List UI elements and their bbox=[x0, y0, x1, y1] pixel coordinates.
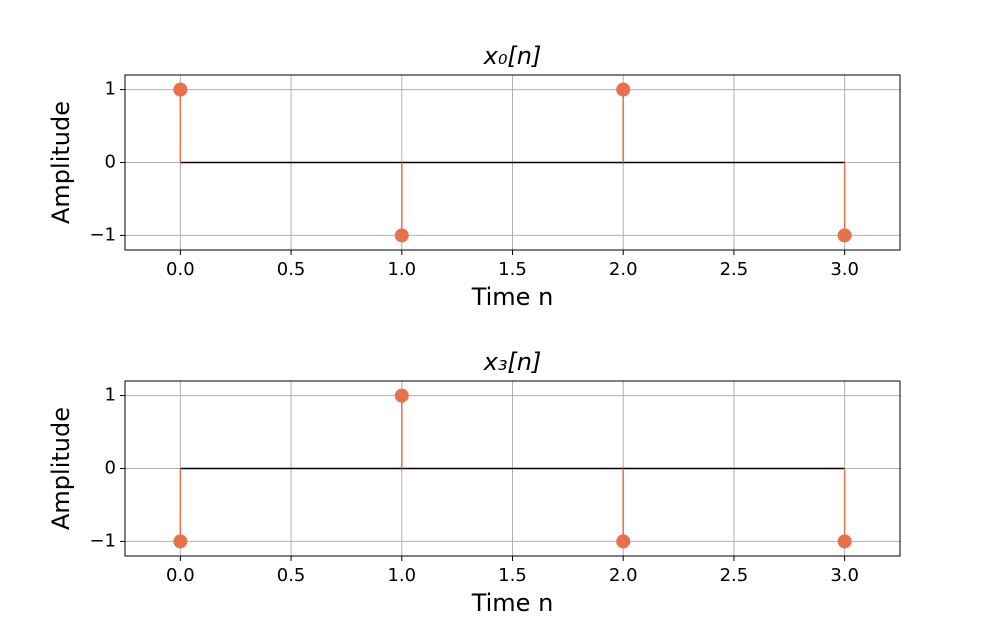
y-tick-label: 0 bbox=[105, 458, 116, 479]
stem-marker bbox=[616, 82, 631, 97]
x-tick-label: 2.0 bbox=[609, 259, 638, 280]
stem-marker bbox=[616, 534, 631, 549]
stem-marker bbox=[837, 228, 852, 243]
x-axis-label: Time n bbox=[471, 589, 554, 617]
stem-marker bbox=[394, 388, 409, 403]
chart-title: x₃[n] bbox=[483, 348, 542, 376]
y-tick-label: 1 bbox=[105, 79, 116, 100]
y-tick-label: −1 bbox=[89, 530, 116, 551]
y-axis-label: Amplitude bbox=[47, 407, 75, 530]
stem-marker bbox=[173, 534, 188, 549]
x-tick-label: 1.0 bbox=[387, 565, 416, 586]
x-tick-label: 3.0 bbox=[830, 259, 859, 280]
axes-frame bbox=[124, 74, 901, 251]
x-tick-label: 0.5 bbox=[277, 259, 306, 280]
stem-marker bbox=[394, 228, 409, 243]
x-tick-label: 2.0 bbox=[609, 565, 638, 586]
x-tick-label: 1.0 bbox=[387, 259, 416, 280]
y-tick-label: −1 bbox=[89, 224, 116, 245]
x-tick-label: 0.0 bbox=[166, 259, 195, 280]
y-axis-label: Amplitude bbox=[47, 101, 75, 224]
x-tick-label: 0.0 bbox=[166, 565, 195, 586]
y-tick-label: 1 bbox=[105, 385, 116, 406]
x-tick-label: 3.0 bbox=[830, 565, 859, 586]
axes: 0.0 0.5 1.0 1.5 2.0 2.5 3.0 −1 0 1 x₀[n] Time n Ampl… bbox=[47, 42, 901, 311]
axes-frame bbox=[124, 380, 901, 557]
chart-title: x₀[n] bbox=[483, 42, 542, 70]
x-axis-label: Time n bbox=[471, 283, 554, 311]
x-tick-label: 2.5 bbox=[720, 259, 749, 280]
y-tick-label: 0 bbox=[105, 152, 116, 173]
stem-marker bbox=[173, 82, 188, 97]
stem-marker bbox=[837, 534, 852, 549]
axes: 0.0 0.5 1.0 1.5 2.0 2.5 3.0 −1 0 1 x₃[n] Time n Ampl… bbox=[47, 348, 901, 617]
x-tick-label: 1.5 bbox=[498, 565, 527, 586]
x-tick-label: 2.5 bbox=[720, 565, 749, 586]
x-tick-label: 1.5 bbox=[498, 259, 527, 280]
x-tick-label: 0.5 bbox=[277, 565, 306, 586]
